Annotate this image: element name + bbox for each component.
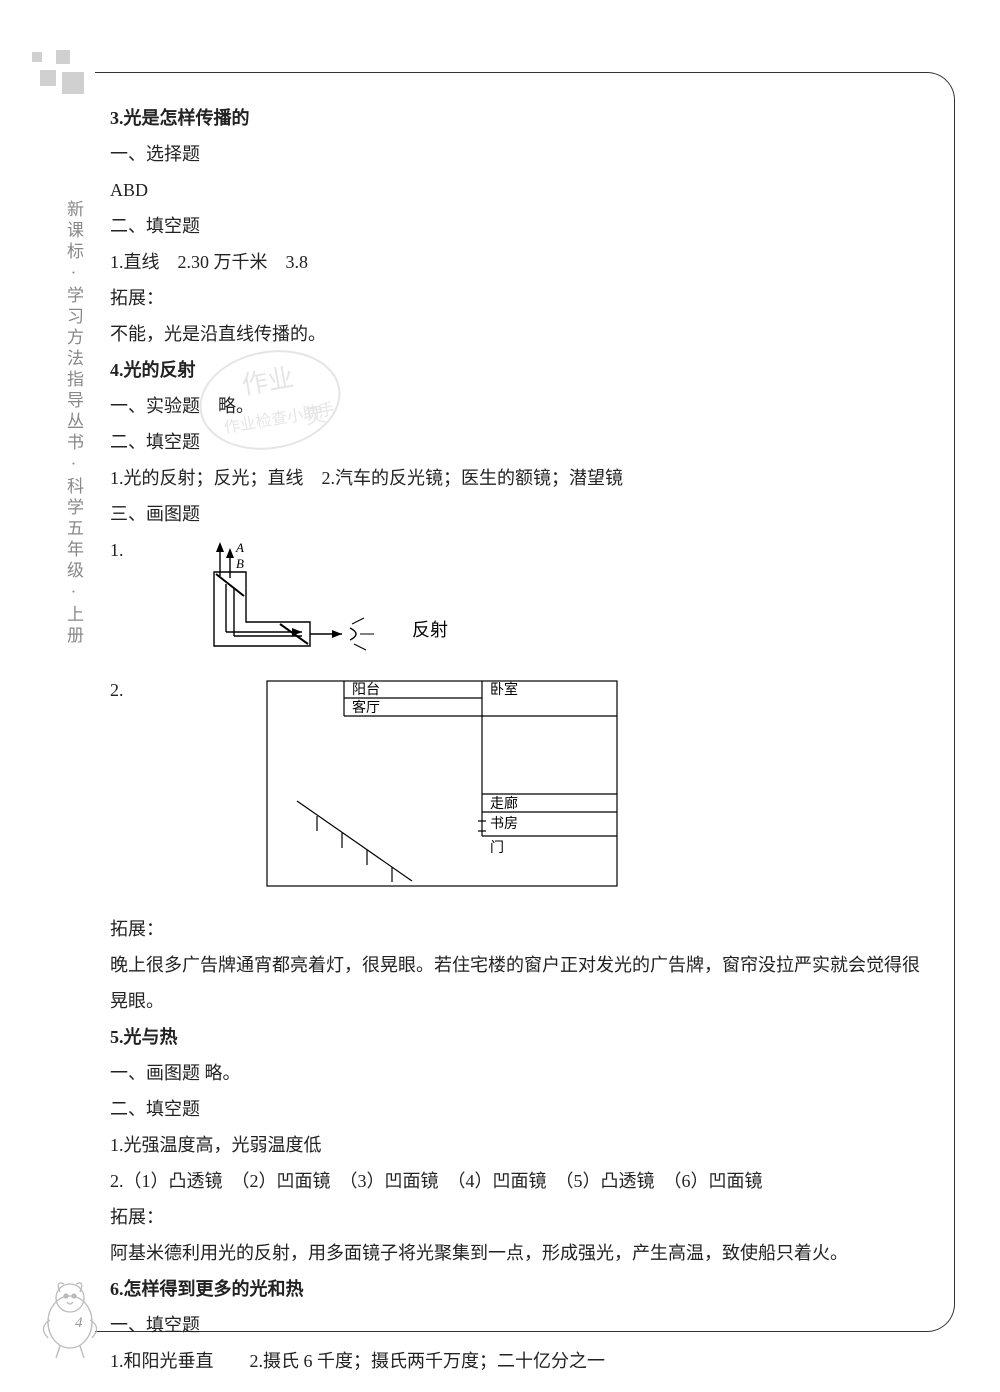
plan-corridor: 走廊 <box>490 795 518 812</box>
s3-ext-heading: 拓展： <box>110 280 930 316</box>
s5-heading-1: 一、画图题 略。 <box>110 1055 930 1091</box>
s3-heading-1: 一、选择题 <box>110 136 930 172</box>
s4-diagram-2-num: 2. <box>110 672 132 708</box>
plan-study: 书房 <box>490 816 518 832</box>
s6-answer-1: 1.和阳光垂直 2.摄氏 6 千度；摄氏两千万度；二十亿分之一 <box>110 1343 930 1379</box>
s4-heading-2: 二、填空题 <box>110 424 930 460</box>
plan-balcony: 阳台 <box>352 682 380 698</box>
floor-plan-diagram: 阳台 卧室 客厅 走廊 书房 门 <box>262 676 622 903</box>
plan-living: 客厅 <box>352 699 380 716</box>
spine-label: 新课标·学习方法指导丛书·科学五年级·上册 <box>58 200 82 647</box>
section-6-title: 6.怎样得到更多的光和热 <box>110 1271 930 1307</box>
s5-answer-2: 2.（1）凸透镜 （2）凹面镜 （3）凹面镜 （4）凹面镜 （5）凸透镜 （6）… <box>110 1163 930 1199</box>
s4-ext-heading: 拓展： <box>110 911 930 947</box>
section-5-title: 5.光与热 <box>110 1019 930 1055</box>
corner-decoration <box>30 50 90 110</box>
page-number: 4 <box>75 1315 83 1332</box>
s4-heading-1: 一、实验题 略。 <box>110 388 930 424</box>
section-4-title: 4.光的反射 <box>110 352 930 388</box>
plan-bedroom: 卧室 <box>490 681 518 698</box>
s4-heading-3: 三、画图题 <box>110 496 930 532</box>
s3-heading-2: 二、填空题 <box>110 208 930 244</box>
s4-diagram-1-num: 1. <box>110 532 132 568</box>
s6-heading-1: 一、填空题 <box>110 1307 930 1343</box>
s4-answer-2: 1.光的反射；反光；直线 2.汽车的反光镜；医生的额镜；潜望镜 <box>110 460 930 496</box>
reflection-label: 反射 <box>412 620 448 640</box>
s5-ext-heading: 拓展： <box>110 1199 930 1235</box>
parrot-mascot-icon <box>30 1272 110 1362</box>
s5-heading-2: 二、填空题 <box>110 1091 930 1127</box>
s3-ext-answer: 不能，光是沿直线传播的。 <box>110 316 930 352</box>
s3-answer-1: ABD <box>110 172 930 208</box>
plan-door: 门 <box>490 840 504 856</box>
page-content: 3.光是怎样传播的 一、选择题 ABD 二、填空题 1.直线 2.30 万千米 … <box>110 100 930 1379</box>
s5-ext-answer: 阿基米德利用光的反射，用多面镜子将光聚集到一点，形成强光，产生高温，致使船只着火… <box>110 1235 930 1271</box>
s3-answer-2: 1.直线 2.30 万千米 3.8 <box>110 244 930 280</box>
svg-text:B: B <box>236 556 244 571</box>
s4-ext-answer: 晚上很多广告牌通宵都亮着灯，很晃眼。若住宅楼的窗户正对发光的广告牌，窗帘没拉严实… <box>110 947 930 1019</box>
periscope-diagram: A B <box>202 536 502 668</box>
section-3-title: 3.光是怎样传播的 <box>110 100 930 136</box>
svg-text:A: A <box>235 540 244 555</box>
s5-answer-1: 1.光强温度高，光弱温度低 <box>110 1127 930 1163</box>
